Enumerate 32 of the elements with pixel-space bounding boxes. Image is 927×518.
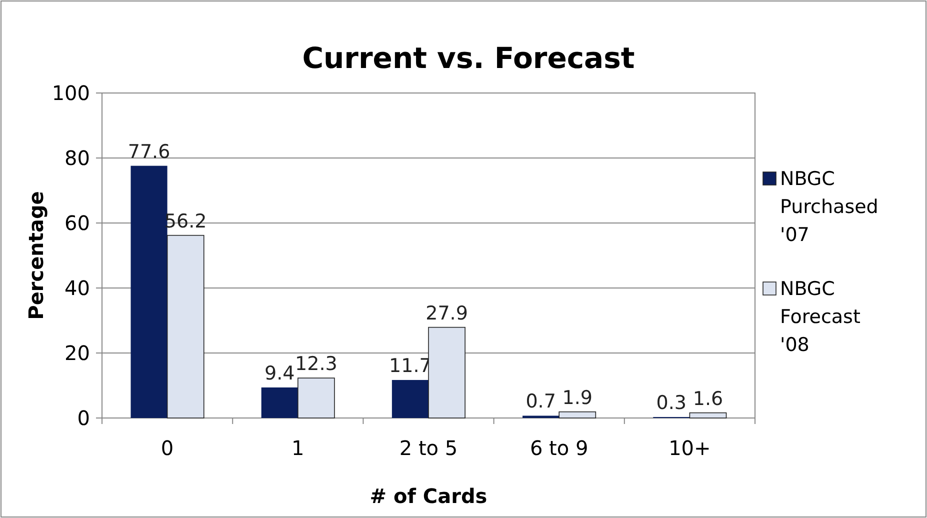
data-label: 77.6 <box>128 140 170 163</box>
y-tick-label: 0 <box>77 406 90 430</box>
bar <box>298 378 335 418</box>
y-tick-label: 100 <box>52 81 90 105</box>
y-tick-label: 40 <box>64 276 90 300</box>
x-tick-label: 1 <box>292 436 304 460</box>
bar <box>428 326 466 418</box>
data-label: 12.3 <box>295 353 338 376</box>
x-axis-title: # of Cards <box>370 484 488 508</box>
data-label: 9.4 <box>264 362 295 384</box>
x-tick-label: 10+ <box>668 436 711 460</box>
bar <box>261 387 298 418</box>
y-tick-label: 80 <box>64 146 90 170</box>
data-label: 1.9 <box>562 386 592 409</box>
data-label: 0.3 <box>656 392 687 414</box>
bar <box>689 412 727 418</box>
y-tick-label: 20 <box>64 341 90 365</box>
y-axis-title: Percentage <box>24 191 48 320</box>
bar <box>130 166 168 418</box>
legend-label: NBGC Forecast '08 <box>780 278 860 356</box>
bar <box>392 380 428 418</box>
bar <box>166 234 204 418</box>
y-tick-label: 60 <box>64 211 90 235</box>
legend-label: NBGC Purchased '07 <box>780 168 878 246</box>
data-label: 1.6 <box>692 388 724 410</box>
x-tick-label: 2 to 5 <box>399 436 458 460</box>
data-label: 27.9 <box>426 302 468 324</box>
data-label: 0.7 <box>526 390 556 413</box>
bar <box>558 411 596 418</box>
x-tick-label: 0 <box>160 436 174 460</box>
chart-title: Current vs. Forecast <box>302 41 635 75</box>
x-tick-label: 6 to 9 <box>530 436 588 460</box>
